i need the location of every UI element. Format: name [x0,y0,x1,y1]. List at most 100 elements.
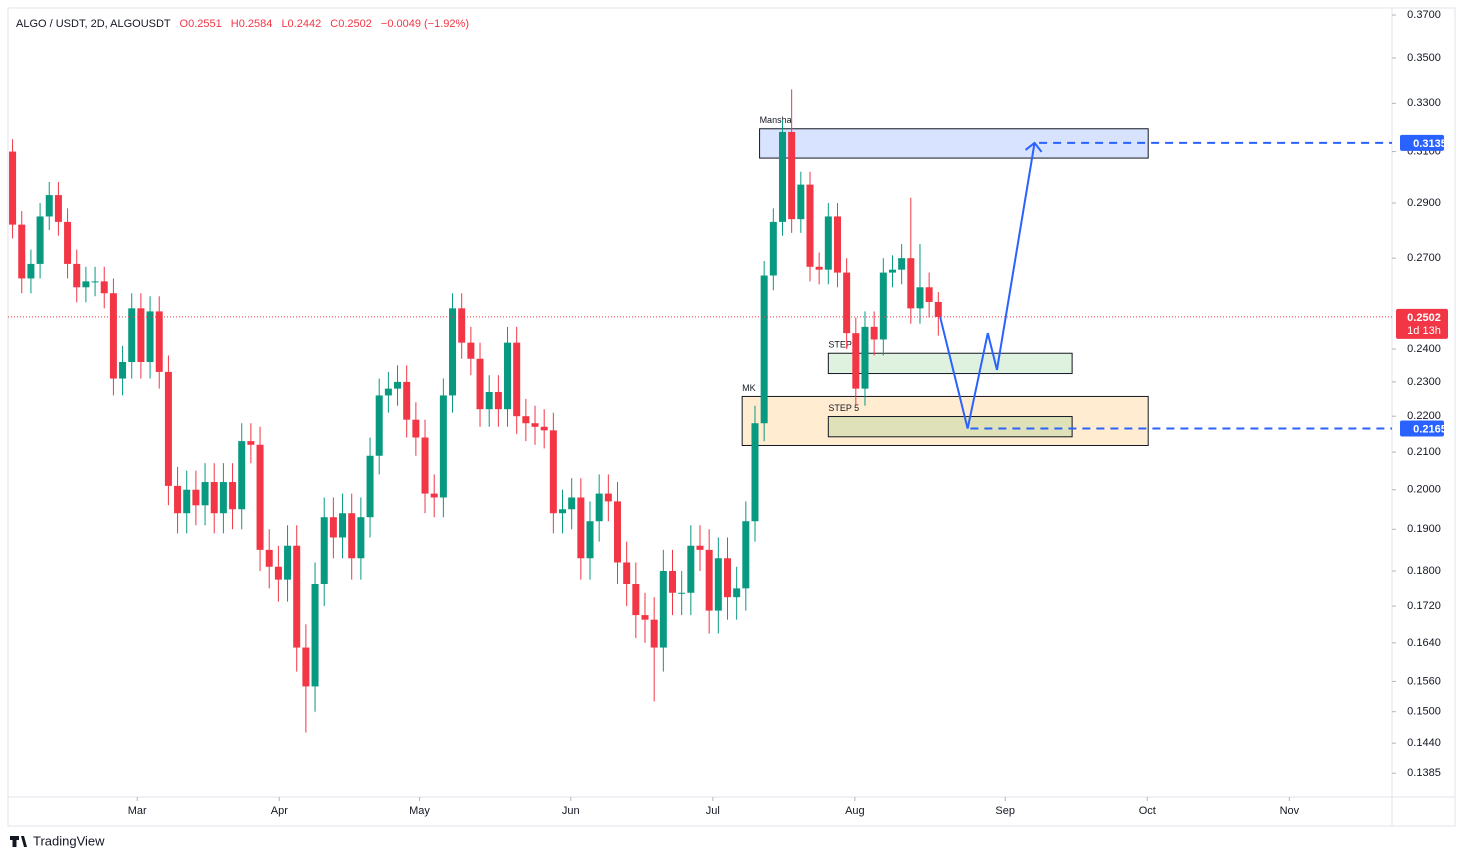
candle-body [348,513,356,559]
x-tick-label: Nov [1280,805,1300,817]
y-tick-label: 0.1800 [1407,565,1441,577]
candle-body [687,545,695,593]
candle-body [284,545,292,580]
candle-body [650,619,658,648]
candle-body [559,509,567,514]
candle-body [815,266,823,270]
y-tick-label: 0.3300 [1407,97,1441,109]
x-tick-label: Jun [562,805,580,817]
current-price-label: 0.2502 [1407,312,1441,324]
change: −0.0049 (−1.92%) [381,18,469,30]
candle-body [934,301,942,317]
candle-body [742,521,750,589]
level-label: 0.2165 [1413,423,1447,435]
candle-body [870,326,878,340]
candle-body [302,647,310,687]
candle-body [293,545,301,648]
candle-body [467,342,475,359]
logo-icon [10,836,27,847]
candle-body [888,269,896,273]
x-tick-label: Apr [271,805,288,817]
candle-body [723,558,731,598]
x-tick-label: Oct [1139,805,1156,817]
candle-body [632,583,640,616]
candle-body [778,131,786,222]
level-label: 0.3135 [1413,138,1447,150]
symbol: ALGO / USDT, 2D, ALGOUSDT [16,18,171,30]
candle-body [733,588,741,598]
y-tick-label: 0.1500 [1407,706,1441,718]
candle-body [146,311,154,363]
high: H0.2584 [231,18,273,30]
candle-body [595,493,603,522]
x-tick-label: Sep [995,805,1015,817]
candle-body [64,221,72,264]
candle-body [843,272,851,334]
legend-header: ALGO / USDT, 2D, ALGOUSDT O0.2551 H0.258… [16,18,469,30]
y-tick-label: 0.3500 [1407,52,1441,64]
candle-body [357,517,365,559]
candle-body [256,444,264,550]
candle-body [27,263,35,279]
candle-body [586,521,594,559]
candle-body [494,392,502,410]
low: L0.2442 [281,18,321,30]
x-tick-label: Jul [706,805,720,817]
candle-body [164,371,172,486]
candle-body [210,482,218,514]
y-tick-label: 0.1900 [1407,523,1441,535]
candle-body [238,441,246,510]
candle-body [925,287,933,302]
y-tick-label: 0.2200 [1407,410,1441,422]
candle-body [100,281,108,294]
current-price-tag [1396,308,1448,339]
candle-body [879,272,887,340]
candle-body [614,501,622,563]
candle-body [192,489,200,506]
candle-body [339,513,347,538]
candle-body [439,395,447,498]
zone-label: STEP 5 [828,403,859,413]
candle-body [329,517,337,538]
candle-body [219,482,227,514]
candle-body [806,184,814,267]
candle-body [678,592,686,594]
zone-label: Mansha [760,115,792,125]
candle-body [604,493,612,502]
candle-body [513,342,521,417]
candle-body [201,482,209,506]
candle-body [504,342,512,410]
candle-body [788,131,796,220]
candle-body [751,423,759,522]
brand-logo: TradingView [10,833,105,848]
frame [7,7,1456,827]
candle-body [155,311,163,372]
x-tick-label: Mar [128,805,147,817]
candle-body [485,392,493,410]
y-tick-label: 0.1640 [1407,637,1441,649]
y-tick-label: 0.2400 [1407,343,1441,355]
candle-body [73,263,81,288]
candle-body [861,326,869,389]
candle-body [421,437,429,494]
candle-body [522,416,530,424]
x-tick-label: May [409,805,430,817]
candle-body [394,381,402,389]
candle-body [119,362,127,379]
y-tick-label: 0.1440 [1407,737,1441,749]
brand-name: TradingView [33,833,105,848]
candle-body [669,571,677,593]
y-tick-label: 0.1385 [1407,767,1441,779]
candle-body [412,419,420,438]
projection-path [939,142,1036,429]
zone [759,128,1149,159]
candle-body [623,562,631,584]
y-tick-label: 0.2300 [1407,376,1441,388]
countdown-label: 1d 13h [1407,325,1441,337]
candle-body [797,184,805,220]
candle-body [852,333,860,389]
open: O0.2551 [180,18,222,30]
candle-body [714,558,722,611]
zone [827,416,1073,438]
